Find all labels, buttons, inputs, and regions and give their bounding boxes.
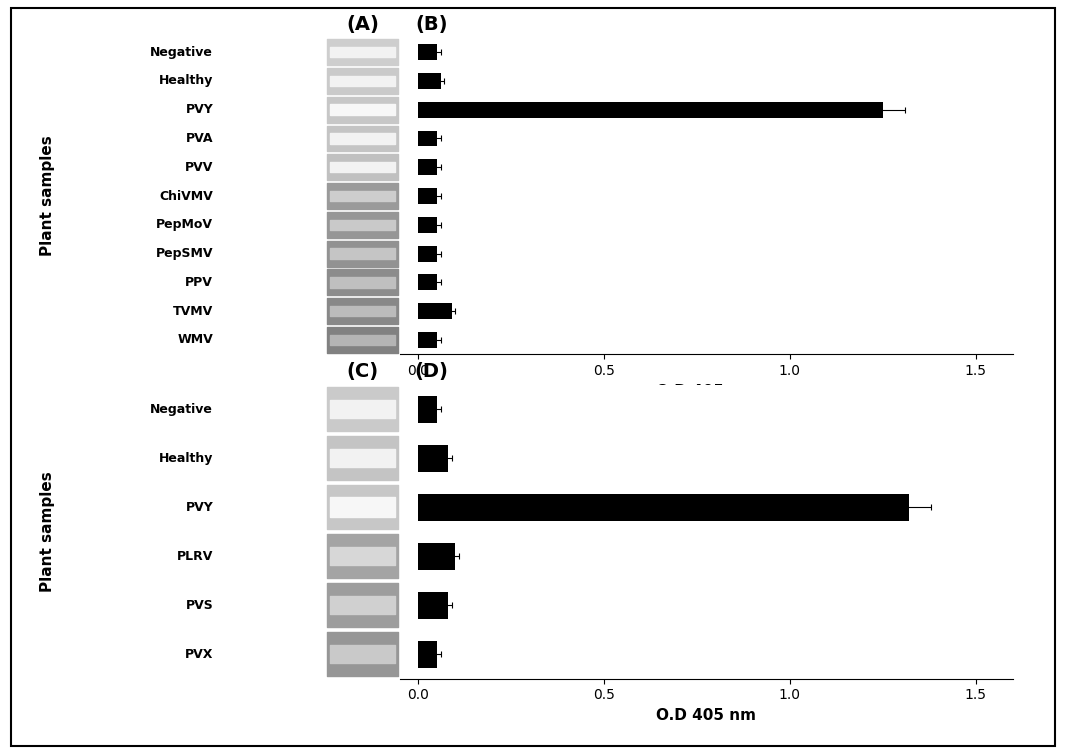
Bar (418, 332, 437, 348)
Text: PVY: PVY (185, 103, 213, 116)
Bar (418, 445, 448, 471)
Bar (418, 246, 437, 262)
Text: (C): (C) (346, 362, 378, 381)
Text: TVMV: TVMV (173, 305, 213, 317)
Bar (418, 44, 437, 60)
Bar (418, 102, 883, 118)
Text: Healthy: Healthy (159, 75, 213, 87)
Text: PLRV: PLRV (177, 550, 213, 562)
Text: (B): (B) (416, 15, 448, 34)
Bar (418, 494, 908, 520)
Text: PVS: PVS (185, 599, 213, 611)
Bar (418, 130, 437, 146)
Text: PVA: PVA (185, 132, 213, 145)
X-axis label: O.D 405 nm: O.D 405 nm (657, 708, 756, 723)
X-axis label: O.D 405 nm: O.D 405 nm (657, 384, 756, 399)
Text: PepSMV: PepSMV (156, 247, 213, 260)
Bar (418, 641, 437, 667)
Text: PVY: PVY (185, 501, 213, 513)
Text: WMV: WMV (177, 333, 213, 347)
Text: PVX: PVX (184, 648, 213, 661)
Text: PPV: PPV (185, 276, 213, 289)
Bar (418, 188, 437, 204)
Text: PepMoV: PepMoV (157, 219, 213, 231)
Bar (418, 303, 452, 319)
Bar (418, 396, 437, 422)
Bar (418, 217, 437, 233)
Bar (418, 73, 440, 89)
Text: Negative: Negative (150, 403, 213, 415)
Text: Plant samples: Plant samples (41, 136, 55, 256)
Bar (418, 159, 437, 175)
Text: Negative: Negative (150, 45, 213, 59)
Bar (418, 592, 448, 618)
Bar (418, 543, 455, 569)
Text: Plant samples: Plant samples (41, 471, 55, 592)
Bar (418, 274, 437, 290)
Text: Healthy: Healthy (159, 452, 213, 464)
Text: (A): (A) (346, 15, 378, 34)
Text: PVV: PVV (184, 161, 213, 173)
Text: (D): (D) (415, 362, 449, 381)
Text: ChiVMV: ChiVMV (160, 189, 213, 203)
